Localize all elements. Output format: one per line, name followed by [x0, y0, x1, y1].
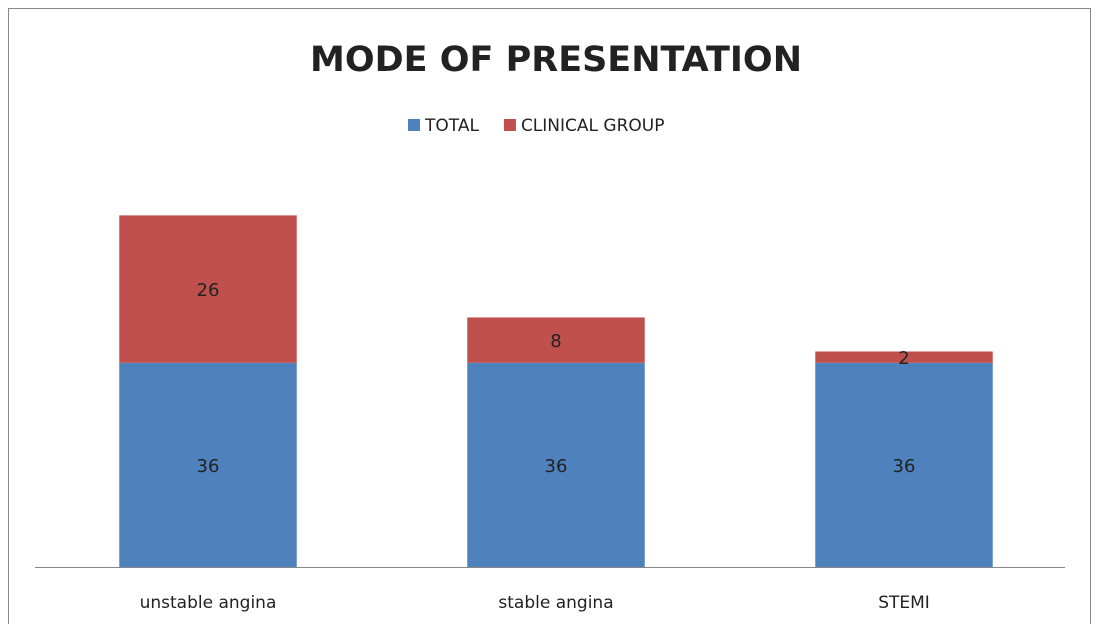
x-tick-label: unstable angina	[140, 593, 277, 613]
bar-segment	[467, 362, 645, 567]
bar-segment	[815, 362, 993, 567]
data-label: 8	[550, 331, 561, 352]
data-label: 36	[893, 456, 916, 477]
legend-swatch	[408, 119, 420, 131]
legend-label: CLINICAL GROUP	[521, 116, 665, 136]
bar-segment	[119, 215, 297, 363]
bar-segment	[467, 317, 645, 363]
legend-label: TOTAL	[424, 116, 479, 136]
data-label: 36	[197, 456, 220, 477]
x-tick-label: STEMI	[878, 593, 930, 613]
x-tick-label: stable angina	[498, 593, 613, 613]
data-label: 2	[898, 348, 909, 369]
bar-segment	[815, 351, 993, 363]
data-label: 26	[197, 280, 220, 301]
bar-segment	[119, 362, 297, 567]
legend-swatch	[503, 119, 516, 131]
data-label: 36	[545, 456, 568, 477]
chart-title: MODE OF PRESENTATION	[310, 40, 802, 80]
